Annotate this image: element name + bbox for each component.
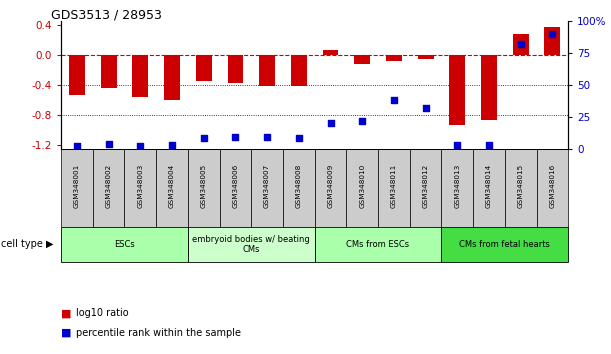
Text: GSM348003: GSM348003: [137, 164, 144, 208]
Bar: [133, 55, 148, 97]
Bar: [418, 55, 434, 59]
Text: GSM348011: GSM348011: [391, 164, 397, 208]
Point: [547, 31, 557, 37]
Text: log10 ratio: log10 ratio: [76, 308, 129, 318]
Bar: [93, 149, 125, 227]
Bar: [125, 149, 156, 227]
Point: [452, 142, 462, 148]
Text: ■: ■: [61, 328, 71, 338]
Point: [136, 143, 145, 149]
Text: GSM348001: GSM348001: [74, 164, 80, 208]
Text: CMs from ESCs: CMs from ESCs: [346, 240, 409, 249]
Text: embryoid bodies w/ beating
CMs: embryoid bodies w/ beating CMs: [192, 235, 310, 254]
Bar: [259, 55, 275, 86]
Text: cell type ▶: cell type ▶: [1, 239, 53, 249]
Text: GSM348004: GSM348004: [169, 164, 175, 208]
Bar: [156, 149, 188, 227]
Point: [230, 135, 240, 140]
Text: GSM348013: GSM348013: [455, 164, 460, 208]
Point: [516, 41, 525, 47]
Point: [167, 142, 177, 148]
Text: GSM348016: GSM348016: [549, 164, 555, 208]
Bar: [315, 227, 441, 262]
Point: [294, 136, 304, 141]
Bar: [196, 55, 211, 81]
Bar: [386, 55, 402, 61]
Bar: [188, 227, 315, 262]
Text: GSM348006: GSM348006: [232, 164, 238, 208]
Bar: [69, 55, 85, 96]
Point: [484, 142, 494, 148]
Bar: [283, 149, 315, 227]
Point: [262, 135, 272, 140]
Point: [72, 143, 82, 149]
Bar: [410, 149, 441, 227]
Bar: [441, 149, 473, 227]
Bar: [291, 55, 307, 86]
Bar: [61, 149, 93, 227]
Text: GSM348007: GSM348007: [264, 164, 270, 208]
Bar: [188, 149, 219, 227]
Point: [104, 141, 114, 147]
Text: GSM348009: GSM348009: [327, 164, 334, 208]
Bar: [378, 149, 410, 227]
Text: CMs from fetal hearts: CMs from fetal hearts: [459, 240, 551, 249]
Text: GSM348015: GSM348015: [518, 164, 524, 208]
Point: [357, 118, 367, 124]
Bar: [164, 55, 180, 100]
Text: GSM348008: GSM348008: [296, 164, 302, 208]
Bar: [513, 34, 529, 55]
Bar: [251, 149, 283, 227]
Point: [199, 136, 208, 141]
Bar: [323, 51, 338, 55]
Bar: [315, 149, 346, 227]
Bar: [61, 227, 188, 262]
Text: percentile rank within the sample: percentile rank within the sample: [76, 328, 241, 338]
Bar: [101, 55, 117, 88]
Bar: [219, 149, 251, 227]
Text: ■: ■: [61, 308, 71, 318]
Point: [389, 97, 399, 103]
Bar: [536, 149, 568, 227]
Bar: [346, 149, 378, 227]
Bar: [481, 55, 497, 120]
Bar: [505, 149, 536, 227]
Bar: [354, 55, 370, 64]
Text: GSM348010: GSM348010: [359, 164, 365, 208]
Bar: [544, 27, 560, 55]
Text: ESCs: ESCs: [114, 240, 135, 249]
Bar: [227, 55, 243, 83]
Text: GSM348002: GSM348002: [106, 164, 112, 208]
Text: GSM348012: GSM348012: [423, 164, 428, 208]
Text: GSM348005: GSM348005: [201, 164, 207, 208]
Text: GSM348014: GSM348014: [486, 164, 492, 208]
Point: [326, 120, 335, 126]
Bar: [441, 227, 568, 262]
Bar: [473, 149, 505, 227]
Bar: [449, 55, 465, 125]
Text: GDS3513 / 28953: GDS3513 / 28953: [51, 8, 162, 21]
Point: [421, 105, 431, 111]
